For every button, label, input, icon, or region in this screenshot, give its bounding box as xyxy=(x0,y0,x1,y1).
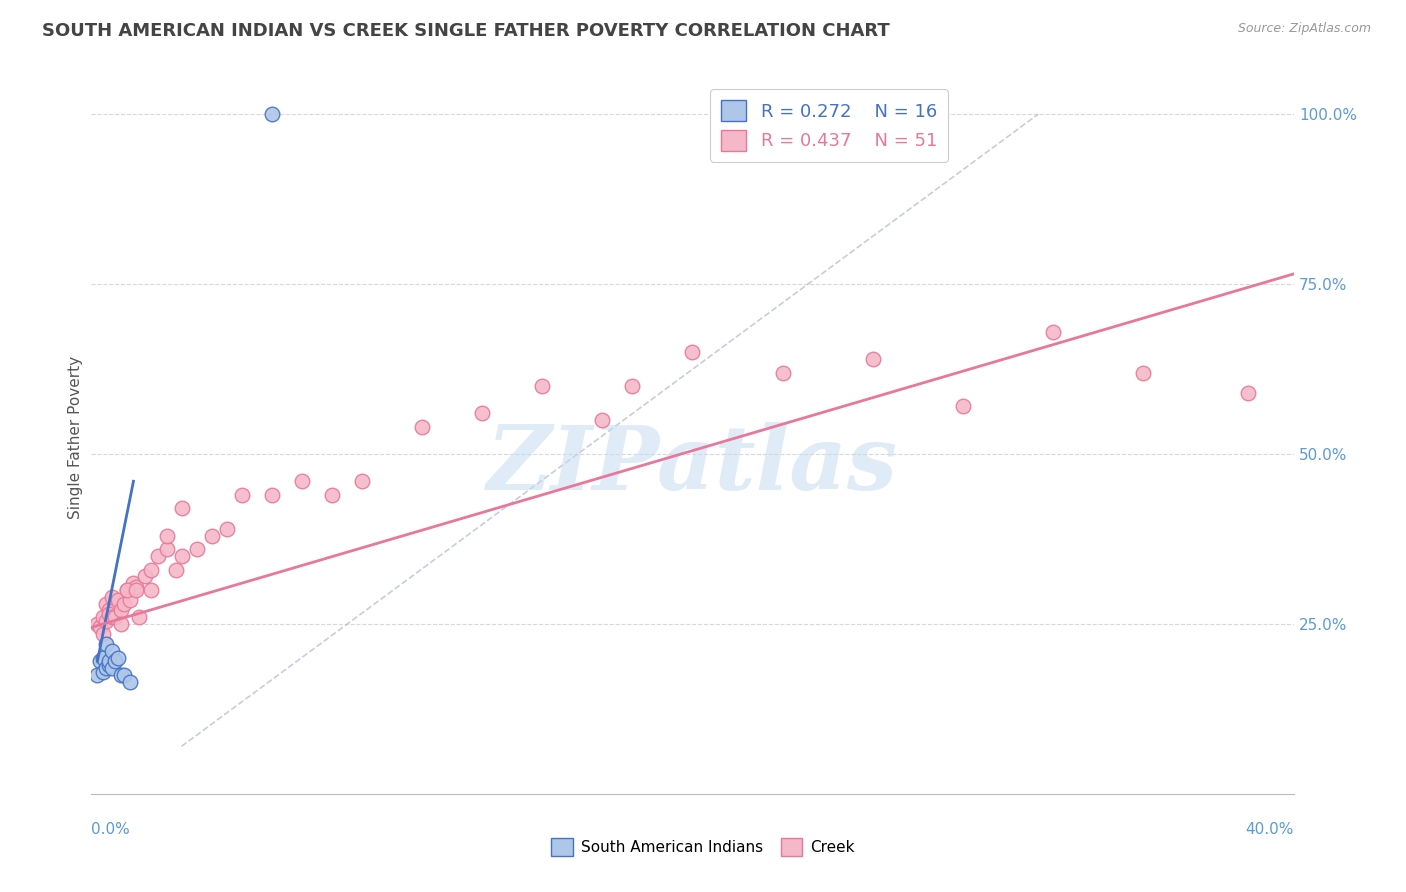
Point xyxy=(411,420,433,434)
Point xyxy=(110,668,132,682)
Point xyxy=(120,593,142,607)
Point xyxy=(104,654,127,668)
Point xyxy=(291,475,314,489)
Point xyxy=(114,668,136,682)
Point xyxy=(86,668,108,682)
Point xyxy=(260,107,283,121)
Point xyxy=(155,528,177,542)
Point xyxy=(1237,385,1260,400)
Point xyxy=(621,379,644,393)
Y-axis label: Single Father Poverty: Single Father Poverty xyxy=(67,356,83,518)
Text: Source: ZipAtlas.com: Source: ZipAtlas.com xyxy=(1237,22,1371,36)
Text: SOUTH AMERICAN INDIAN VS CREEK SINGLE FATHER POVERTY CORRELATION CHART: SOUTH AMERICAN INDIAN VS CREEK SINGLE FA… xyxy=(42,22,890,40)
Point xyxy=(231,488,253,502)
Point xyxy=(98,657,121,672)
Point xyxy=(93,627,115,641)
Point xyxy=(862,351,884,366)
Point xyxy=(117,582,139,597)
Point xyxy=(93,651,115,665)
Point xyxy=(134,569,156,583)
Point xyxy=(681,345,703,359)
Point xyxy=(170,501,193,516)
Point xyxy=(128,610,150,624)
Point xyxy=(141,582,163,597)
Point xyxy=(1042,325,1064,339)
Legend: South American Indians, Creek: South American Indians, Creek xyxy=(546,832,860,862)
Point xyxy=(98,607,121,621)
Point xyxy=(215,522,238,536)
Point xyxy=(104,610,127,624)
Point xyxy=(89,654,111,668)
Point xyxy=(89,620,111,634)
Point xyxy=(86,617,108,632)
Point xyxy=(125,582,148,597)
Point xyxy=(107,593,129,607)
Point xyxy=(155,542,177,557)
Point xyxy=(321,488,343,502)
Point xyxy=(98,603,121,617)
Point xyxy=(471,406,494,420)
Point xyxy=(170,549,193,563)
Point xyxy=(96,614,118,628)
Legend: R = 0.272    N = 16, R = 0.437    N = 51: R = 0.272 N = 16, R = 0.437 N = 51 xyxy=(710,89,948,161)
Point xyxy=(591,413,613,427)
Point xyxy=(110,617,132,632)
Point xyxy=(101,590,124,604)
Point xyxy=(96,661,118,675)
Text: 0.0%: 0.0% xyxy=(91,822,131,837)
Point xyxy=(96,597,118,611)
Text: 40.0%: 40.0% xyxy=(1246,822,1294,837)
Point xyxy=(120,674,142,689)
Point xyxy=(117,582,139,597)
Point xyxy=(141,563,163,577)
Point xyxy=(98,654,121,668)
Point xyxy=(101,644,124,658)
Point xyxy=(125,580,148,594)
Point xyxy=(260,488,283,502)
Point xyxy=(146,549,169,563)
Point xyxy=(186,542,208,557)
Point xyxy=(96,637,118,651)
Text: ZIPatlas: ZIPatlas xyxy=(486,423,898,508)
Point xyxy=(110,603,132,617)
Point xyxy=(350,475,373,489)
Point xyxy=(114,597,136,611)
Point xyxy=(952,400,974,414)
Point xyxy=(101,661,124,675)
Point xyxy=(772,366,794,380)
Point xyxy=(122,576,145,591)
Point xyxy=(107,651,129,665)
Point xyxy=(165,563,187,577)
Point xyxy=(93,610,115,624)
Point xyxy=(1132,366,1154,380)
Point xyxy=(201,528,224,542)
Point xyxy=(101,610,124,624)
Point xyxy=(93,665,115,679)
Point xyxy=(531,379,554,393)
